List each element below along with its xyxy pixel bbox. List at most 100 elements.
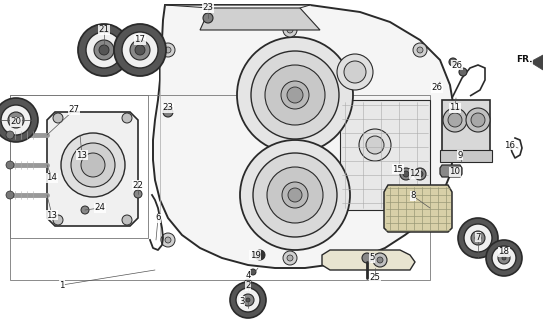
Text: 20: 20 — [10, 117, 22, 126]
Circle shape — [81, 153, 105, 177]
Text: 8: 8 — [411, 191, 416, 201]
Circle shape — [8, 112, 24, 128]
Circle shape — [486, 240, 522, 276]
Circle shape — [417, 171, 423, 177]
Text: 19: 19 — [250, 251, 261, 260]
Text: 27: 27 — [68, 106, 79, 115]
Circle shape — [281, 81, 309, 109]
Circle shape — [165, 237, 171, 243]
Circle shape — [448, 113, 462, 127]
Circle shape — [53, 113, 63, 123]
Circle shape — [250, 269, 256, 275]
Text: 23: 23 — [203, 4, 213, 12]
Circle shape — [0, 98, 38, 142]
Circle shape — [466, 108, 490, 132]
Circle shape — [344, 61, 366, 83]
Polygon shape — [440, 165, 462, 177]
Circle shape — [6, 161, 14, 169]
Circle shape — [471, 231, 485, 245]
Circle shape — [464, 224, 492, 252]
Polygon shape — [153, 5, 455, 268]
Text: 5: 5 — [369, 253, 375, 262]
Circle shape — [413, 208, 427, 222]
Circle shape — [288, 188, 302, 202]
Circle shape — [287, 27, 293, 33]
Circle shape — [403, 171, 409, 177]
Text: 24: 24 — [94, 204, 105, 212]
Polygon shape — [530, 55, 543, 70]
Circle shape — [287, 255, 293, 261]
Circle shape — [287, 87, 303, 103]
Circle shape — [246, 298, 250, 302]
Circle shape — [13, 117, 19, 123]
Text: 3: 3 — [239, 297, 245, 306]
Circle shape — [130, 40, 150, 60]
Circle shape — [417, 212, 423, 218]
Circle shape — [94, 40, 114, 60]
Circle shape — [165, 47, 171, 53]
Circle shape — [252, 252, 258, 258]
Circle shape — [359, 129, 391, 161]
Circle shape — [449, 58, 457, 66]
Circle shape — [475, 235, 481, 241]
Text: 26: 26 — [451, 60, 463, 69]
Text: 25: 25 — [369, 274, 381, 283]
Bar — [442, 100, 490, 162]
Circle shape — [61, 133, 125, 197]
Text: 14: 14 — [47, 173, 58, 182]
Circle shape — [443, 108, 467, 132]
Circle shape — [282, 182, 308, 208]
Text: 12: 12 — [409, 170, 420, 179]
Circle shape — [99, 45, 109, 55]
Text: 7: 7 — [475, 233, 481, 242]
Circle shape — [362, 253, 372, 263]
Circle shape — [135, 45, 145, 55]
Circle shape — [459, 68, 467, 76]
Polygon shape — [47, 112, 138, 226]
Text: 26: 26 — [432, 84, 443, 92]
Text: 10: 10 — [450, 167, 460, 177]
Circle shape — [1, 105, 31, 135]
Circle shape — [71, 143, 115, 187]
Circle shape — [417, 47, 423, 53]
Circle shape — [471, 113, 485, 127]
Text: 13: 13 — [47, 211, 58, 220]
Polygon shape — [322, 250, 415, 270]
Circle shape — [283, 251, 297, 265]
Circle shape — [414, 168, 426, 180]
Circle shape — [122, 32, 158, 68]
Circle shape — [203, 13, 213, 23]
Text: 13: 13 — [77, 150, 87, 159]
Text: 9: 9 — [457, 150, 463, 159]
Circle shape — [242, 294, 254, 306]
Text: 22: 22 — [132, 180, 143, 189]
Bar — [340, 100, 430, 210]
Circle shape — [413, 43, 427, 57]
Circle shape — [502, 256, 506, 260]
Circle shape — [283, 23, 297, 37]
Circle shape — [236, 288, 260, 312]
Circle shape — [377, 257, 383, 263]
Circle shape — [122, 113, 132, 123]
Circle shape — [230, 282, 266, 318]
Circle shape — [492, 246, 516, 270]
Text: 21: 21 — [98, 26, 110, 35]
Text: FR.: FR. — [516, 55, 532, 65]
Polygon shape — [200, 8, 320, 30]
Circle shape — [373, 253, 387, 267]
Circle shape — [255, 250, 265, 260]
Polygon shape — [384, 185, 452, 232]
Text: 1: 1 — [59, 281, 65, 290]
Circle shape — [114, 24, 166, 76]
Text: 17: 17 — [135, 36, 146, 44]
Circle shape — [237, 37, 353, 153]
Circle shape — [81, 206, 89, 214]
Circle shape — [458, 218, 498, 258]
Circle shape — [161, 43, 175, 57]
Circle shape — [366, 136, 384, 154]
Circle shape — [240, 140, 350, 250]
Circle shape — [498, 252, 510, 264]
Text: 16: 16 — [504, 140, 515, 149]
Circle shape — [78, 24, 130, 76]
Text: 4: 4 — [245, 270, 251, 279]
